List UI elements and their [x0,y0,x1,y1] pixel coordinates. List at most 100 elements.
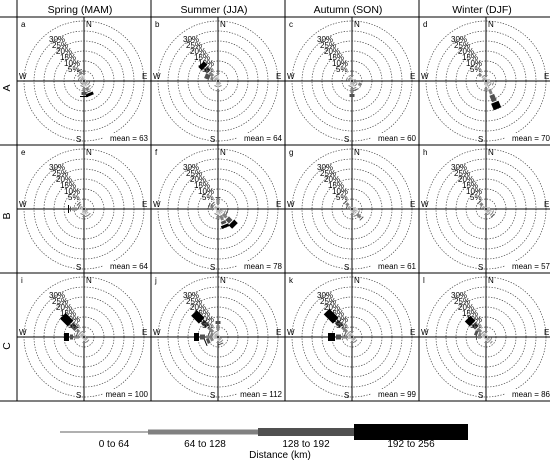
compass-east: E [410,72,415,81]
legend-label-192-to-256: 192 to 256 [387,439,435,450]
bar-segment-nw-class1 [79,76,84,81]
mean-label: mean = 86 [512,390,550,399]
mean-label: mean = 57 [512,262,550,271]
ring-label: 30% [49,291,65,300]
panel-a: 30%25%20%15%10%5% N E S Wa mean = 63 [17,17,151,145]
bar-segment-se-class4 [228,219,238,229]
bar-segment-ese-class1 [352,80,358,84]
mean-label-background [505,133,550,143]
bar-segment-ese-class2 [357,82,362,87]
panel-j: 30%25%20%15%10%5% N E S Wj mean = 112 [151,273,285,401]
bar-segment-se-class1 [352,209,357,214]
ring-label: 30% [317,291,333,300]
bar-segment-nw-class4 [323,308,339,324]
compass-north: N [220,148,226,157]
ring-label: 5% [68,193,80,202]
bar-segment-nnw-class1 [349,77,353,81]
bar-segment-se-class2 [86,339,90,343]
bar-segment-nw-class2 [207,326,215,334]
bar-segment-wnw-class2 [210,332,214,337]
row-label-b: B [1,212,13,219]
panel-plot-e: 30%25%20%15%10%5% N E S W [17,145,151,273]
panel-letter: f [155,148,158,157]
bar-segment-sse-class4 [85,91,94,98]
ring-label: 10% [64,315,80,324]
compass-north: N [354,276,360,285]
panel-letter: i [21,276,23,285]
panel-plot-l: 30%25%20%15%10%5% N E S W [419,273,550,401]
ring-label: 30% [183,291,199,300]
ring-label: 30% [49,163,65,172]
compass-south: S [478,135,483,144]
ring-label: 15% [194,181,210,190]
bar-segment-nw-class2 [348,77,351,80]
panel-e: 30%25%20%15%10%5% N E S We mean = 64 [17,145,151,273]
column-header-summer: Summer (JJA) [180,4,247,16]
bar-segment-se-class2 [220,339,224,343]
row-label-a: A [1,84,13,91]
compass-west: W [153,200,161,209]
panel-d: 30%25%20%15%10%5% N E S Wd mean = 70 [419,17,550,145]
compass-south: S [478,391,483,400]
bar-segment-ese-class1 [218,208,224,212]
compass-north: N [86,20,92,29]
compass-south: S [76,135,81,144]
bar-segment-nw-class3 [200,319,210,329]
bar-segment-se-class2 [488,83,492,87]
ring-label: 15% [462,309,478,318]
compass-south: S [344,135,349,144]
bar-segment-sse-class1 [83,81,87,87]
ring-label: 15% [462,181,478,190]
bar-segment-se-class2 [355,212,362,219]
compass-north: N [220,20,226,29]
panel-c: 30%25%20%15%10%5% N E S Wc mean = 60 [285,17,419,145]
bar-segment-nnw-class1 [349,333,353,337]
ring-label: 15% [194,309,210,318]
panel-plot-c: 30%25%20%15%10%5% N E S W [285,17,419,145]
legend-label-0-to-64: 0 to 64 [99,439,130,450]
compass-north: N [488,20,494,29]
bar-segment-se-class1 [218,209,223,214]
bar-segment-ese-class1 [352,208,358,212]
mean-label-background [371,133,417,143]
ring-label: 10% [64,187,80,196]
bar-segment-sse-class2 [488,88,493,95]
bar-segment-sw-class2 [80,82,83,85]
bar-segment-nnw-class1 [215,77,219,81]
bar-segment-nw-class1 [347,332,352,337]
bar-segment-se-class2 [354,83,358,87]
ring-label: 5% [68,321,80,330]
bar-segment-ese-class1 [486,80,492,84]
compass-north: N [354,148,360,157]
ring-label: 30% [451,35,467,44]
bar-segment-wnw-class3 [473,330,479,336]
compass-north: N [488,276,494,285]
ring-label: 15% [60,309,76,318]
bar-segment-sse-class1 [351,81,355,87]
panel-plot-f: 30%25%20%15%10%5% N E S W [151,145,285,273]
compass-west: W [19,328,27,337]
ring-label: 10% [466,187,482,196]
ring-label: 20% [324,175,340,184]
compass-north: N [488,148,494,157]
ring-label: 25% [52,297,68,306]
ring-label: 30% [451,163,467,172]
bar-segment-sse-class4 [491,100,502,111]
bar-segment-nw-class4 [198,61,208,71]
panel-letter: a [21,20,26,29]
panel-plot-k: 30%25%20%15%10%5% N E S W [285,273,419,401]
bar-segment-se-class2 [489,340,493,344]
compass-east: E [410,328,415,337]
bar-segment-se-class1 [84,81,89,86]
compass-east: E [276,200,281,209]
ring-label: 20% [56,303,72,312]
legend-title: Distance (km) [249,450,311,461]
panel-letter: j [154,276,157,285]
bar-segment-nw-class3 [76,201,81,206]
bar-segment-nw-class4 [464,315,476,327]
bar-segment-se-class1 [486,209,491,214]
mean-label-background [371,389,417,399]
ring-label: 15% [328,181,344,190]
compass-west: W [153,72,161,81]
